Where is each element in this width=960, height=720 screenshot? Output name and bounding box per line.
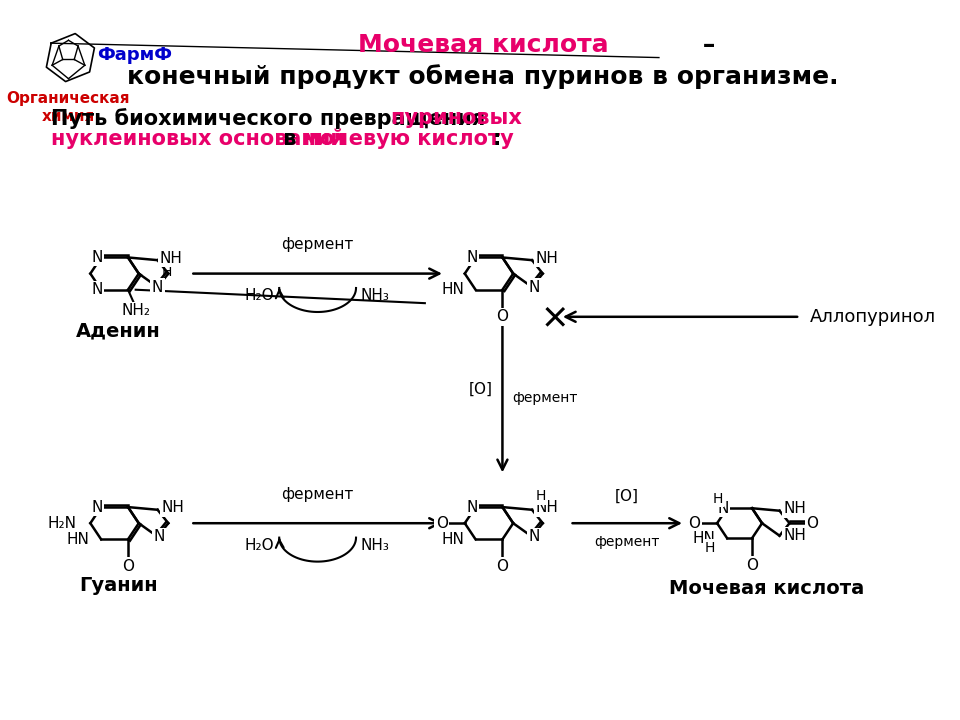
Text: пуриновых: пуриновых [390, 108, 522, 128]
Text: Аденин: Аденин [76, 322, 160, 341]
Text: NH: NH [536, 500, 559, 516]
Text: N: N [91, 250, 103, 265]
Text: Аллопуринол: Аллопуринол [809, 307, 936, 325]
Text: O: O [746, 557, 758, 572]
Text: NH: NH [159, 251, 182, 266]
Text: мочевую кислоту: мочевую кислоту [302, 129, 514, 149]
Text: Органическая
химия: Органическая химия [7, 91, 131, 124]
Text: в: в [276, 129, 303, 149]
Text: NH₃: NH₃ [361, 538, 390, 553]
Text: O: O [122, 559, 134, 574]
Text: NH₂: NH₂ [121, 303, 150, 318]
Text: O: O [806, 516, 819, 531]
Text: Путь биохимического превращения: Путь биохимического превращения [51, 107, 492, 129]
Text: H: H [536, 490, 546, 503]
Text: конечный продукт обмена пуринов в организме.: конечный продукт обмена пуринов в органи… [128, 64, 839, 89]
Text: NH: NH [783, 528, 806, 543]
Text: H: H [705, 541, 715, 555]
Text: H: H [161, 265, 172, 279]
Text: N: N [466, 250, 477, 265]
Text: N: N [528, 279, 540, 294]
Text: O: O [496, 559, 509, 574]
Text: :: : [492, 129, 501, 149]
Text: N: N [717, 500, 729, 516]
Text: N: N [152, 279, 163, 294]
Text: [O]: [O] [615, 489, 639, 504]
Text: фермент: фермент [594, 535, 660, 549]
Text: HN: HN [442, 282, 464, 297]
Text: нуклеиновых оснований: нуклеиновых оснований [51, 129, 346, 150]
Text: Мочевая кислота: Мочевая кислота [669, 579, 864, 598]
Text: O: O [496, 309, 509, 324]
Text: NH: NH [536, 251, 559, 266]
Text: фермент: фермент [512, 392, 577, 405]
Text: O: O [688, 516, 700, 531]
Text: NH₃: NH₃ [361, 288, 390, 303]
Text: –: – [694, 33, 716, 57]
Text: HN: HN [693, 531, 715, 546]
Text: H₂O: H₂O [245, 288, 275, 303]
Text: H₂N: H₂N [48, 516, 77, 531]
Text: N: N [91, 282, 103, 297]
Text: Мочевая кислота: Мочевая кислота [358, 33, 609, 57]
Text: Гуанин: Гуанин [79, 576, 157, 595]
Text: N: N [466, 500, 477, 515]
Text: H₂O: H₂O [245, 538, 275, 553]
Text: NH: NH [161, 500, 184, 516]
Text: фермент: фермент [281, 238, 354, 253]
Text: фермент: фермент [281, 487, 354, 502]
Text: H: H [712, 492, 723, 505]
Text: NH: NH [783, 501, 806, 516]
Text: [O]: [O] [468, 382, 492, 396]
Text: HN: HN [442, 532, 464, 547]
Text: HN: HN [67, 532, 89, 547]
Text: N: N [91, 500, 103, 515]
Text: N: N [154, 529, 165, 544]
Text: N: N [528, 529, 540, 544]
Text: ФармФ: ФармФ [97, 45, 172, 63]
Text: O: O [436, 516, 447, 531]
